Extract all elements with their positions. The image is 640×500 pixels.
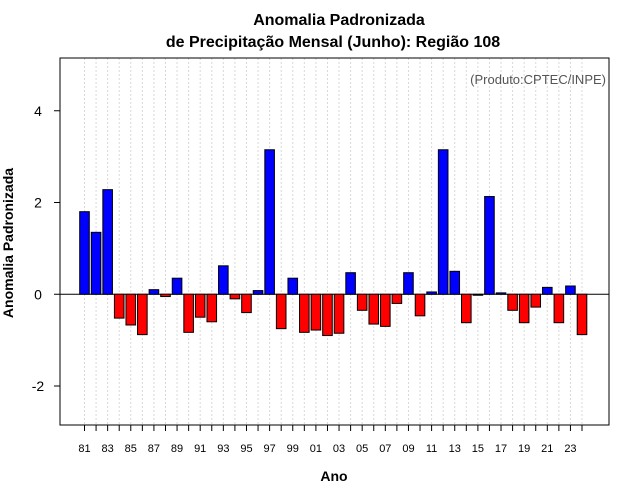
bar-08 [391,293,403,304]
bar-18 [507,293,518,311]
x-tick-label: 13 [449,443,461,455]
bar-95 [241,293,252,314]
bar-13 [449,270,461,295]
x-tick-label: 01 [310,443,322,455]
chart-subtitle: de Precipitação Mensal (Junho): Região 1… [166,34,500,51]
y-tick-label: 2 [34,195,42,211]
x-tick-label: 81 [78,443,90,455]
bar-04 [345,272,356,295]
bar-21 [542,286,553,295]
x-tick-label: 85 [125,443,137,455]
bar-90 [183,293,194,333]
bar-19 [518,293,530,324]
bar-98 [275,293,287,330]
bar-82 [90,231,102,295]
x-tick-label: 11 [426,443,437,455]
x-tick-label: 03 [333,443,345,455]
bar-24 [576,293,588,336]
plot-frame [59,57,610,426]
bar-83 [102,189,113,295]
bar-15 [472,293,484,296]
bar-84 [113,293,125,319]
bar-89 [171,277,183,295]
bar-81 [79,211,90,295]
x-tick-label: 07 [379,443,391,455]
bar-87 [148,289,160,295]
x-tick-label: 97 [263,443,275,455]
bar-06 [368,293,380,325]
bar-91 [194,293,206,318]
x-tick-label: 05 [356,443,368,455]
bar-85 [125,293,137,326]
bar-11 [426,291,437,295]
bar-23 [565,285,576,295]
y-tick-label: 0 [34,286,42,302]
bar-07 [380,293,391,327]
y-tick-label: -2 [32,378,45,394]
bar-09 [403,272,414,295]
bar-94 [229,293,241,300]
bar-02 [322,293,333,337]
bar-96 [252,290,264,295]
x-tick-label: 23 [564,443,576,455]
bar-03 [333,293,345,334]
bar-01 [310,293,322,331]
x-tick-label: 15 [472,443,484,455]
x-tick-label: 95 [240,443,252,455]
bars [79,149,588,337]
source-annotation: (Produto:CPTEC/INPE) [470,72,606,87]
x-tick-label: 09 [402,443,414,455]
bar-14 [461,293,472,324]
bar-88 [160,293,171,298]
chart-title: Anomalia Padronizada [253,12,425,29]
x-tick-label: 93 [217,443,229,455]
x-axis: 81 83 85 87 89 91 93 95 97 99 01 03 05 07 09 11 13 15 17 19… [78,425,583,455]
bar-92 [206,293,218,323]
bar-17 [495,292,507,295]
bar-20 [530,293,542,308]
bar-00 [299,293,310,333]
bar-93 [218,265,229,295]
bar-16 [484,196,495,295]
bar-86 [137,293,148,336]
bar-10 [414,293,426,317]
x-tick-label: 83 [102,443,114,455]
bar-05 [356,293,368,311]
x-tick-label: 87 [148,443,160,455]
x-tick-label: 89 [171,443,183,455]
y-axis-label: Anomalia Padronizada [0,168,16,318]
y-axis: -2 0 2 4 [32,103,60,394]
bar-12 [437,149,449,295]
x-tick-label: 17 [495,443,507,455]
y-tick-label: 4 [34,103,42,119]
bar-99 [287,277,299,295]
bar-97 [264,149,275,295]
x-tick-label: 19 [518,443,530,455]
x-tick-label: 91 [194,443,206,455]
x-axis-label: Ano [320,468,347,484]
x-tick-label: 99 [287,443,299,455]
grid [84,58,583,425]
x-tick-label: 21 [541,443,553,455]
bar-22 [553,293,565,324]
